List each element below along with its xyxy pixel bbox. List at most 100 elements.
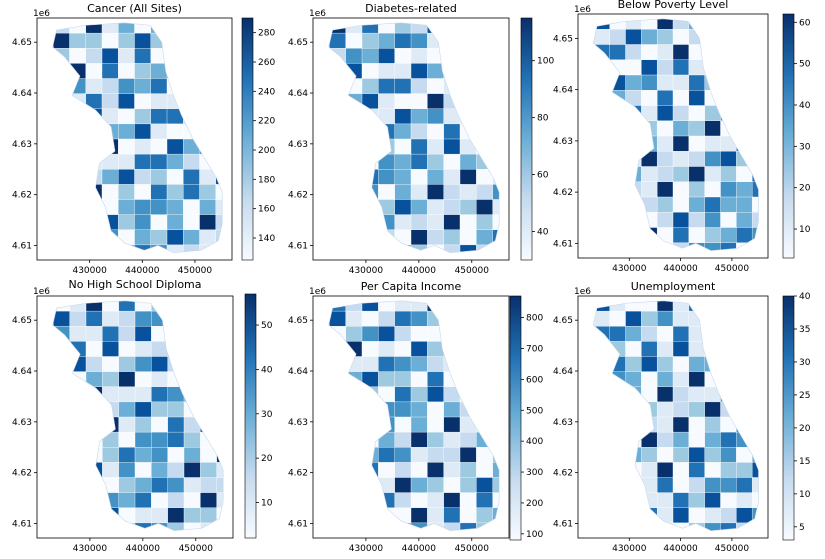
map-region [134, 32, 152, 50]
map-region [345, 462, 363, 479]
map-region [329, 93, 347, 110]
map-region [476, 32, 494, 50]
map-region [328, 416, 331, 433]
map-region [85, 507, 104, 524]
map-region [443, 32, 461, 50]
map-region [443, 462, 461, 479]
map-region [656, 120, 674, 137]
map-region [118, 386, 136, 403]
map-region [394, 244, 412, 253]
map-region [394, 326, 412, 343]
map-region [593, 356, 611, 373]
map-region [625, 477, 643, 494]
map-region [345, 507, 363, 524]
map-region [476, 401, 494, 418]
map-region [215, 78, 223, 95]
map-region [609, 242, 627, 251]
x-tick-label: 450000 [715, 264, 750, 274]
map-region [459, 477, 478, 494]
map-region [593, 416, 611, 433]
map-region [183, 371, 202, 388]
map-region [656, 462, 674, 479]
map-region [394, 108, 412, 125]
map-region [476, 492, 494, 509]
map-region [443, 78, 461, 95]
map-region [656, 151, 674, 168]
map-region [394, 356, 412, 373]
map-region [609, 227, 627, 244]
map-region [134, 522, 153, 531]
map-region [134, 356, 153, 373]
map-region [378, 507, 396, 524]
map-region [328, 78, 331, 95]
map-region [378, 416, 396, 433]
map-region [593, 477, 611, 494]
map-region [53, 199, 71, 216]
map-region [69, 522, 87, 531]
map-region [378, 431, 396, 449]
map-region [492, 123, 500, 140]
map-region [52, 78, 55, 95]
map-region [85, 326, 104, 343]
map-region [134, 184, 152, 201]
map-region [134, 310, 153, 328]
map-region [443, 386, 461, 403]
map-region [328, 229, 331, 246]
map-region [751, 341, 759, 358]
map-region [329, 507, 347, 524]
map-region [53, 341, 71, 358]
map-region [736, 74, 753, 92]
map-region [134, 401, 153, 418]
map-region [656, 326, 674, 343]
map-region [704, 477, 722, 494]
map-region [704, 462, 722, 479]
map-region [492, 401, 500, 418]
map-region [492, 184, 500, 201]
map-region [736, 300, 753, 312]
map-region [394, 22, 412, 34]
map-region [345, 431, 363, 449]
map-region [736, 386, 753, 403]
map-region [361, 138, 380, 155]
map-region [134, 431, 153, 449]
map-region [593, 181, 611, 198]
map-region [625, 29, 643, 46]
map-region [118, 214, 136, 231]
map-region [410, 386, 429, 403]
map-region [183, 78, 201, 95]
colorbar [244, 293, 257, 539]
map-region [751, 44, 759, 61]
map-region [459, 522, 478, 531]
map-region [216, 462, 224, 479]
map-region [200, 300, 218, 312]
map-region [151, 462, 169, 479]
map-region [443, 431, 461, 449]
map-region [378, 477, 396, 494]
map-region [166, 63, 185, 80]
map-region [476, 108, 494, 125]
map-region [720, 18, 738, 31]
map-region [52, 300, 55, 312]
map-region [102, 326, 120, 343]
map-region [736, 212, 753, 229]
colorbar-tick-label: 700 [526, 345, 543, 355]
map-region [609, 105, 627, 122]
map-region [118, 462, 136, 479]
map-region [720, 29, 738, 46]
map-region [720, 401, 738, 418]
map-region [704, 44, 722, 61]
map-region [345, 108, 363, 125]
map-region [720, 326, 738, 343]
map-region [476, 78, 494, 95]
map-region [641, 44, 658, 61]
map-region [53, 401, 71, 418]
map-region [85, 310, 104, 328]
map-region [672, 492, 690, 509]
map-region [200, 386, 218, 403]
map-regions [52, 300, 224, 531]
map-region [593, 151, 595, 168]
map-region [656, 522, 674, 531]
map-region [216, 477, 224, 494]
map-region [609, 29, 627, 46]
map-region [394, 93, 412, 110]
